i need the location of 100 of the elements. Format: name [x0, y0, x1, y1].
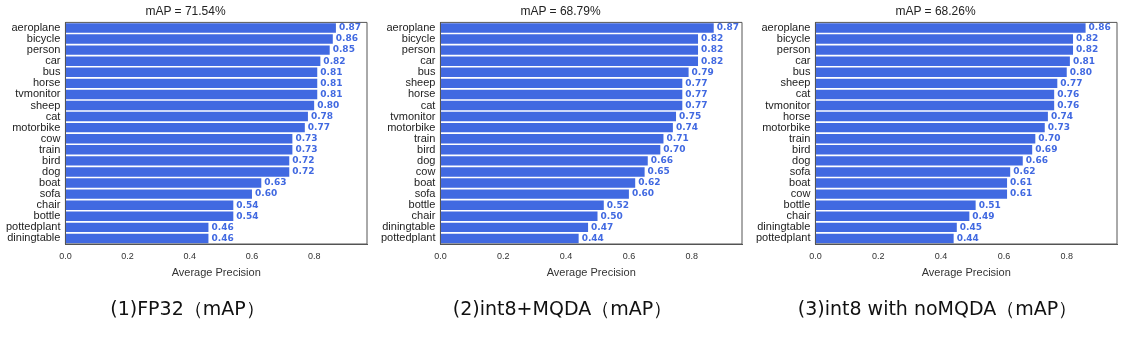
- data-label: 0.81: [320, 66, 343, 77]
- y-tick-label: motorbike: [762, 120, 811, 133]
- y-tick-label: pottedplant: [756, 231, 811, 244]
- x-tick-label: 0.4: [559, 250, 573, 261]
- y-tick-label: bottle: [783, 198, 811, 211]
- bar: [815, 100, 1055, 111]
- data-label: 0.45: [959, 221, 983, 232]
- data-label: 0.44: [956, 232, 979, 243]
- y-tick-label: tvmonitor: [390, 109, 436, 122]
- y-tick-label: horse: [782, 109, 811, 122]
- data-label: 0.52: [606, 199, 629, 210]
- data-label: 0.82: [1076, 44, 1099, 55]
- data-label: 0.46: [211, 221, 234, 232]
- data-label: 0.70: [663, 144, 686, 155]
- bar: [815, 233, 954, 244]
- x-tick-label: 0.8: [1060, 250, 1073, 261]
- y-tick-label: train: [414, 131, 436, 144]
- data-label: 0.82: [1076, 33, 1099, 44]
- data-label: 0.72: [292, 166, 315, 177]
- bar: [65, 222, 209, 233]
- data-label: 0.62: [638, 177, 661, 188]
- y-tick-label: tvmonitor: [765, 98, 811, 111]
- data-label: 0.86: [1088, 22, 1111, 33]
- y-tick-label: cat: [795, 87, 811, 100]
- y-tick-label: boat: [39, 176, 61, 189]
- y-tick-label: aeroplane: [386, 20, 436, 33]
- data-label: 0.87: [716, 22, 739, 33]
- text: (1)FP32（mAP）: [109, 296, 266, 321]
- data-label: 0.73: [1047, 122, 1070, 132]
- y-tick-label: pottedplant: [381, 231, 436, 244]
- y-tick-label: bird: [417, 142, 436, 155]
- data-label: 0.61: [1010, 188, 1033, 199]
- data-label: 0.47: [591, 221, 614, 232]
- data-label: 0.66: [650, 155, 673, 166]
- x-tick-label: 0.0: [434, 250, 447, 261]
- y-tick-label: bottle: [33, 209, 61, 222]
- y-tick-label: cat: [45, 109, 61, 122]
- bar: [815, 122, 1045, 133]
- data-label: 0.74: [675, 122, 699, 132]
- x-axis-title: Average Precision: [171, 266, 261, 279]
- bar: [440, 78, 683, 89]
- y-tick-label: person: [401, 43, 436, 56]
- bar: [815, 78, 1058, 89]
- y-tick-label: chair: [411, 209, 436, 222]
- data-label: 0.86: [335, 33, 359, 44]
- bar: [65, 211, 234, 222]
- bar: [815, 111, 1048, 122]
- data-label: 0.82: [323, 55, 346, 66]
- bar: [440, 233, 579, 244]
- bar: [65, 89, 318, 100]
- y-tick-label: bus: [42, 65, 61, 78]
- y-tick-label: aeroplane: [761, 20, 811, 33]
- data-label: 0.87: [338, 22, 362, 33]
- data-label: 0.72: [292, 155, 315, 166]
- x-tick-label: 0.6: [245, 250, 259, 261]
- data-label: 0.44: [581, 232, 604, 243]
- y-tick-label: sheep: [780, 76, 811, 89]
- data-label: 0.80: [317, 99, 340, 110]
- bar: [65, 122, 305, 133]
- bar: [65, 233, 209, 244]
- data-label: 0.51: [978, 199, 1001, 210]
- bar: [440, 89, 683, 100]
- bar: [65, 67, 318, 77]
- data-label: 0.77: [1060, 77, 1083, 88]
- y-tick-label: cat: [420, 98, 436, 111]
- y-tick-label: car: [420, 54, 436, 67]
- bar: [440, 122, 673, 133]
- y-tick-label: motorbike: [12, 120, 61, 133]
- bar: [815, 211, 970, 222]
- y-tick-label: bicycle: [26, 32, 61, 45]
- x-tick-label: 0.2: [121, 250, 134, 261]
- data-label: 0.77: [685, 88, 708, 99]
- y-tick-label: dog: [417, 153, 436, 166]
- data-label: 0.81: [1072, 55, 1096, 66]
- data-label: 0.63: [264, 177, 287, 188]
- y-tick-label: bicycle: [401, 32, 436, 45]
- data-label: 0.46: [211, 232, 234, 243]
- data-label: 0.80: [1069, 66, 1092, 77]
- y-tick-label: bird: [792, 142, 811, 155]
- y-tick-label: chair: [786, 209, 811, 222]
- bar: [440, 67, 689, 77]
- data-label: 0.65: [647, 166, 670, 177]
- y-tick-label: chair: [36, 198, 61, 211]
- bar: [815, 200, 976, 210]
- data-label: 0.78: [310, 110, 334, 121]
- chart-title: mAP = 68.79%: [520, 3, 601, 18]
- data-label: 0.54: [236, 210, 259, 221]
- y-tick-label: train: [789, 131, 811, 144]
- data-label: 0.82: [701, 33, 724, 44]
- y-tick-label: pottedplant: [6, 220, 61, 233]
- y-tick-label: bird: [42, 153, 61, 166]
- bar: [815, 89, 1055, 100]
- bar: [440, 134, 664, 144]
- data-label: 0.81: [320, 88, 343, 99]
- text: (3)int8 with noMQDA（mAP）: [796, 296, 1079, 321]
- data-label: 0.82: [701, 44, 724, 55]
- bar: [815, 134, 1036, 144]
- x-tick-label: 0.2: [872, 250, 885, 261]
- data-label: 0.60: [631, 188, 655, 199]
- y-tick-label: dog: [792, 153, 811, 166]
